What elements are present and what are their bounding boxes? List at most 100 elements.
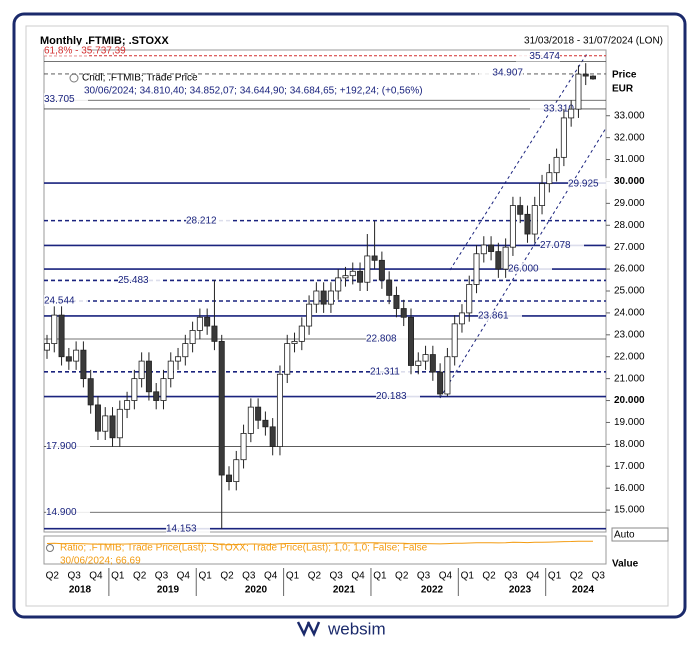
candle-body (575, 73, 582, 110)
level-label: 28.212 (186, 215, 217, 226)
candle-body (466, 284, 473, 314)
candle-body (458, 312, 465, 325)
x-tick-label: Q2 (308, 571, 322, 582)
level-label: 14.900 (46, 507, 77, 518)
year-label: 2024 (572, 585, 595, 596)
y-tick-label: 15.000 (614, 505, 645, 516)
auto-button-label[interactable]: Auto (614, 530, 635, 541)
legend-text: Cndl; .FTMIB; Trade Price (82, 73, 198, 84)
candle-body (284, 343, 291, 375)
candle-body (211, 325, 218, 342)
level-label-bg (479, 66, 523, 78)
candle-body (291, 340, 298, 344)
y-tick-label: 24.000 (614, 308, 645, 319)
level-label-bg (44, 294, 88, 306)
candle-body (531, 205, 538, 235)
candle-body (378, 259, 385, 281)
candle-body (393, 294, 400, 309)
candle-body (44, 343, 51, 351)
candle-body (444, 356, 451, 395)
candle-body (73, 349, 80, 362)
auto-button[interactable] (611, 527, 669, 542)
candle-body (240, 433, 247, 461)
candle-body (320, 290, 327, 305)
ratio-last: 30/06/2024; 66,69 (60, 556, 141, 567)
level-label: 23.861 (478, 311, 509, 322)
ratio-axis-label: Value (612, 559, 639, 570)
candle-body (102, 415, 109, 432)
y-tick-label: 21.000 (614, 373, 645, 384)
level-label: 33.705 (44, 94, 75, 105)
candle-body (473, 253, 480, 285)
candle-body (196, 316, 203, 331)
year-label: 2023 (509, 585, 532, 596)
level-label-bg (508, 263, 552, 275)
candle-body (94, 404, 101, 432)
candle-body (145, 360, 152, 393)
y-tick-label: 29.000 (614, 198, 645, 209)
level-label: 26.000 (508, 264, 539, 275)
candle-body (131, 378, 138, 401)
candle-body (357, 270, 364, 283)
level-label: 35.474 (529, 51, 560, 62)
candle-body (182, 343, 189, 358)
candle-body (560, 117, 567, 158)
candle-body (539, 183, 546, 206)
y-tick-label: 27.000 (614, 242, 645, 253)
candle-body (429, 354, 436, 373)
level-label-bg (568, 178, 612, 190)
candle-body (502, 246, 509, 270)
candle-body (480, 244, 487, 255)
y-tick-label: 18.000 (614, 439, 645, 450)
candle-body (327, 290, 334, 305)
candle-body (582, 73, 589, 77)
year-label: 2022 (421, 585, 444, 596)
candle-body (87, 378, 94, 406)
y-tick-label: 26.000 (614, 264, 645, 275)
candle-body (189, 330, 196, 344)
level-label-bg (118, 274, 162, 286)
y-tick-label: 17.000 (614, 461, 645, 472)
candle-body (276, 373, 283, 447)
x-tick-label: Q1 (286, 571, 300, 582)
year-label: 2020 (245, 585, 268, 596)
candle-body (553, 156, 560, 174)
x-tick-label: Q1 (198, 571, 212, 582)
candle-body (124, 400, 131, 410)
level-label: 20.183 (376, 391, 407, 402)
level-label-bg (44, 93, 88, 105)
date-range: 31/03/2018 - 31/07/2024 (LON) (524, 36, 663, 47)
candle-body (437, 371, 444, 395)
x-tick-label: Q4 (439, 571, 453, 582)
candle-body (160, 378, 167, 401)
year-label: 2019 (157, 585, 180, 596)
candle-body (247, 406, 254, 434)
y-tick-label: 28.000 (614, 220, 645, 231)
x-tick-label: Q4 (177, 571, 191, 582)
level-label: 33.310 (543, 104, 574, 115)
candle-body (590, 75, 597, 80)
level-label: 24.544 (44, 296, 75, 307)
candle-body (495, 251, 502, 270)
level-label: 17.900 (46, 441, 77, 452)
channel-upper (449, 51, 589, 271)
candle-body (233, 459, 240, 483)
candle-body (517, 205, 524, 215)
candle-body (313, 290, 320, 305)
level-label: 21.311 (370, 366, 400, 377)
ratio-legend: Ratio; .FTMIB; Trade Price(Last); .STOXX… (60, 543, 428, 554)
x-tick-label: Q2 (570, 571, 584, 582)
x-tick-label: Q2 (220, 571, 234, 582)
candle-body (204, 316, 211, 327)
y-tick-label: 25.000 (614, 286, 645, 297)
level-label-bg (46, 506, 90, 518)
x-tick-label: Q2 (482, 571, 496, 582)
candle-body (167, 360, 174, 380)
y-tick-label: 23.000 (614, 329, 645, 340)
candle-body (269, 426, 276, 447)
candle-body (335, 277, 342, 292)
candle-body (306, 303, 313, 327)
year-label: 2021 (333, 585, 356, 596)
candle-body (225, 474, 232, 483)
